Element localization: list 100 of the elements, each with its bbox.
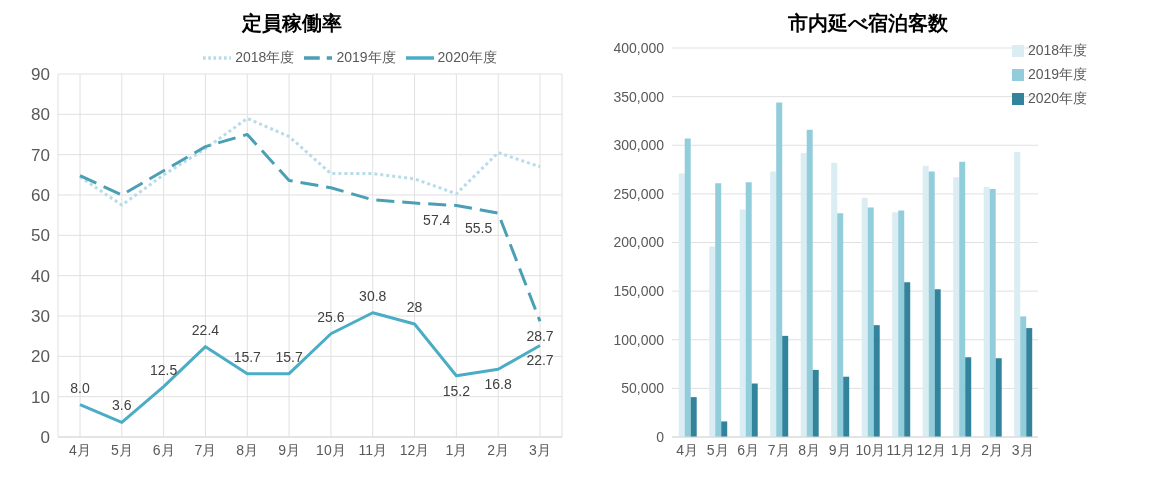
bar [709,246,716,437]
bar [983,187,990,437]
y-tick-label: 150,000 [613,283,665,300]
bar [806,129,813,437]
bar [904,282,911,437]
y-tick-label: 80 [31,105,50,125]
x-tick-label: 5月 [706,441,729,458]
y-tick-label: 50 [31,226,50,246]
data-label: 30.8 [359,287,387,304]
x-tick-label: 8月 [236,441,259,458]
data-label: 22.4 [191,321,220,338]
bar [892,212,899,437]
bar [922,165,929,437]
bar [684,138,691,437]
x-tick-label: 2月 [487,441,510,458]
bar [1020,316,1027,437]
bar [800,153,807,437]
data-label: 16.8 [484,376,513,393]
x-tick-label: 11月 [886,441,916,458]
bar [745,182,752,437]
data-label: 55.5 [464,220,493,237]
data-label: 15.7 [233,348,262,365]
bar [715,183,722,437]
x-tick-label: 4月 [676,441,699,458]
bar [861,197,868,437]
x-tick-label: 9月 [828,441,851,458]
x-tick-label: 10月 [855,441,886,458]
data-label: 28 [406,299,423,316]
data-label: 25.6 [317,308,345,325]
legend-label: 2020年度 [437,48,497,65]
y-tick-label: 100,000 [613,331,665,348]
y-tick-label: 30 [31,307,50,327]
bar [898,210,905,437]
data-label: 57.4 [423,212,451,229]
bar [873,325,880,437]
data-label: 8.0 [70,379,90,396]
x-tick-label: 8月 [798,441,821,458]
data-label: 22.7 [526,352,554,369]
x-tick-label: 1月 [445,441,468,458]
y-tick-label: 200,000 [613,234,665,251]
bar [831,162,838,437]
data-label: 12.5 [150,361,178,378]
x-tick-label: 1月 [950,441,973,458]
x-tick-label: 9月 [278,441,300,458]
data-label: 3.6 [112,397,132,414]
bar [721,421,728,437]
x-tick-label: 7月 [194,441,217,458]
y-tick-label: 90 [31,65,50,85]
x-tick-label: 3月 [529,441,551,458]
y-tick-label: 350,000 [613,88,665,105]
bar [751,383,758,437]
bar [953,177,960,437]
bar [776,102,783,437]
line-series [78,116,542,207]
x-tick-label: 5月 [110,441,133,458]
y-tick-label: 60 [31,186,50,206]
bar [959,161,966,437]
bar [837,213,844,437]
y-tick-label: 40 [31,266,50,286]
bar [770,171,777,437]
y-tick-label: 50,000 [621,380,665,397]
y-tick-label: 250,000 [613,185,665,202]
bar [965,357,972,437]
x-tick-label: 11月 [358,441,387,458]
bar [934,289,941,437]
legend-label: 2020年度 [1028,90,1088,106]
y-tick-label: 70 [31,145,50,165]
data-label: 28.7 [526,328,554,345]
x-tick-label: 6月 [152,441,175,458]
line-series [78,133,542,323]
bar [995,358,1002,437]
x-tick-label: 6月 [737,441,760,458]
y-tick-label: 0 [656,428,665,445]
bar [843,376,850,437]
chart-title: 定員稼働率 [240,11,343,36]
chart-title: 市内延べ宿泊客数 [787,11,949,36]
bar [1026,328,1033,437]
y-tick-label: 20 [31,347,50,367]
x-tick-label: 12月 [399,441,430,458]
x-tick-label: 7月 [767,441,790,458]
data-label: 15.7 [275,348,303,365]
legend-label: 2018年度 [235,48,295,65]
legend-label: 2019年度 [1028,66,1088,82]
y-tick-label: 300,000 [613,137,665,154]
x-tick-label: 2月 [981,441,1004,458]
data-label: 15.2 [442,382,471,399]
y-tick-label: 0 [40,428,50,448]
x-tick-label: 4月 [69,441,91,458]
bar [812,369,819,437]
y-tick-label: 400,000 [613,39,665,56]
x-tick-label: 3月 [1011,441,1034,458]
bar [782,335,789,437]
bar [928,171,935,437]
bar [690,397,697,437]
bar [867,207,874,437]
x-tick-label: 12月 [916,441,947,458]
bar [678,173,685,437]
bar [1014,152,1021,437]
x-tick-label: 10月 [316,441,346,458]
y-tick-label: 10 [31,387,50,407]
